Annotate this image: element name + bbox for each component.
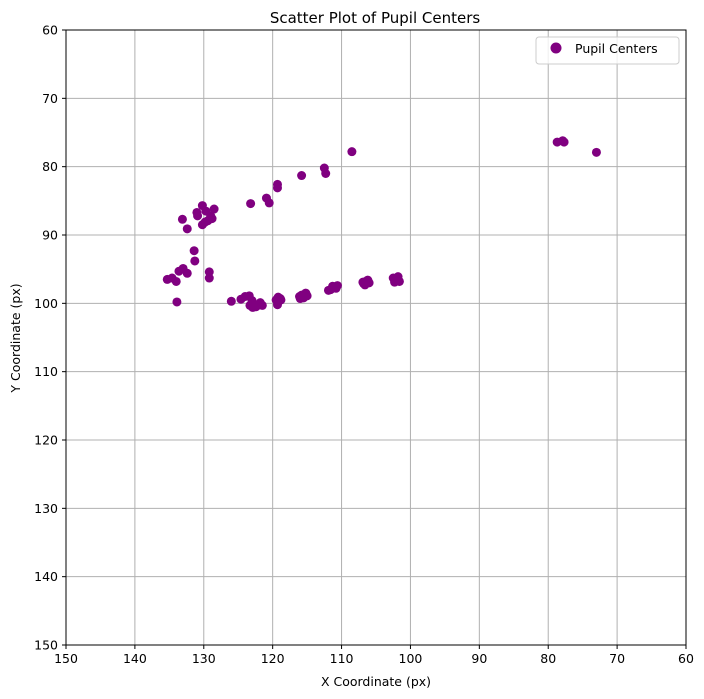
y-tick-label: 140 bbox=[34, 569, 58, 584]
chart-title: Scatter Plot of Pupil Centers bbox=[270, 9, 481, 27]
y-axis-title: Y Coordinate (px) bbox=[8, 283, 23, 393]
y-tick-label: 120 bbox=[34, 433, 58, 448]
grid-layer bbox=[65, 29, 687, 646]
y-tick-label: 150 bbox=[34, 638, 58, 653]
x-tick-label: 60 bbox=[678, 651, 694, 666]
y-tick-label: 80 bbox=[42, 159, 58, 174]
x-tick-label: 80 bbox=[540, 651, 556, 666]
data-point bbox=[264, 198, 274, 208]
plot-frame bbox=[65, 29, 687, 646]
data-point bbox=[209, 204, 219, 214]
data-point bbox=[204, 267, 214, 277]
x-tick-label: 130 bbox=[192, 651, 216, 666]
data-point bbox=[301, 288, 311, 298]
legend-marker bbox=[550, 42, 562, 54]
data-point bbox=[193, 211, 203, 221]
data-point bbox=[204, 273, 214, 283]
data-point bbox=[559, 137, 569, 147]
y-tick-label: 130 bbox=[34, 501, 58, 516]
data-point bbox=[321, 169, 331, 178]
x-axis-title: X Coordinate (px) bbox=[321, 674, 431, 689]
data-point bbox=[189, 246, 199, 256]
y-tick-label: 90 bbox=[42, 228, 58, 243]
x-tick-label: 70 bbox=[609, 651, 625, 666]
data-point bbox=[591, 147, 601, 157]
legend-label: Pupil Centers bbox=[575, 41, 658, 56]
tick-layer: 150 140 130 120 110 100 90 80 70 60 60 70 80 90 100 110… bbox=[34, 23, 694, 667]
data-point bbox=[347, 147, 357, 157]
y-tick-label: 100 bbox=[34, 296, 58, 311]
data-point bbox=[332, 281, 342, 291]
data-point bbox=[295, 294, 305, 304]
data-point bbox=[171, 276, 181, 286]
data-point bbox=[182, 224, 192, 234]
data-point bbox=[190, 256, 200, 266]
x-tick-label: 100 bbox=[399, 651, 423, 666]
data-point bbox=[358, 277, 368, 287]
y-tick-label: 60 bbox=[42, 23, 58, 38]
data-point bbox=[177, 214, 187, 224]
data-point bbox=[246, 199, 256, 209]
y-tick-label: 70 bbox=[42, 91, 58, 106]
y-tick-label: 110 bbox=[34, 364, 58, 379]
points-layer bbox=[162, 136, 601, 312]
data-point bbox=[392, 274, 402, 284]
x-tick-label: 90 bbox=[471, 651, 487, 666]
legend-box bbox=[535, 36, 680, 65]
data-point bbox=[276, 295, 286, 305]
data-point bbox=[182, 268, 192, 278]
data-point bbox=[323, 285, 333, 295]
x-tick-label: 110 bbox=[330, 651, 354, 666]
x-tick-label: 140 bbox=[123, 651, 147, 666]
data-point bbox=[272, 183, 282, 193]
data-point bbox=[226, 296, 236, 306]
legend: Pupil Centers bbox=[535, 36, 680, 65]
data-point bbox=[197, 220, 207, 230]
x-tick-label: 150 bbox=[54, 651, 78, 666]
data-point bbox=[297, 171, 307, 181]
data-point bbox=[172, 297, 182, 307]
x-tick-label: 120 bbox=[261, 651, 285, 666]
data-point bbox=[257, 300, 267, 310]
data-point bbox=[174, 266, 184, 276]
